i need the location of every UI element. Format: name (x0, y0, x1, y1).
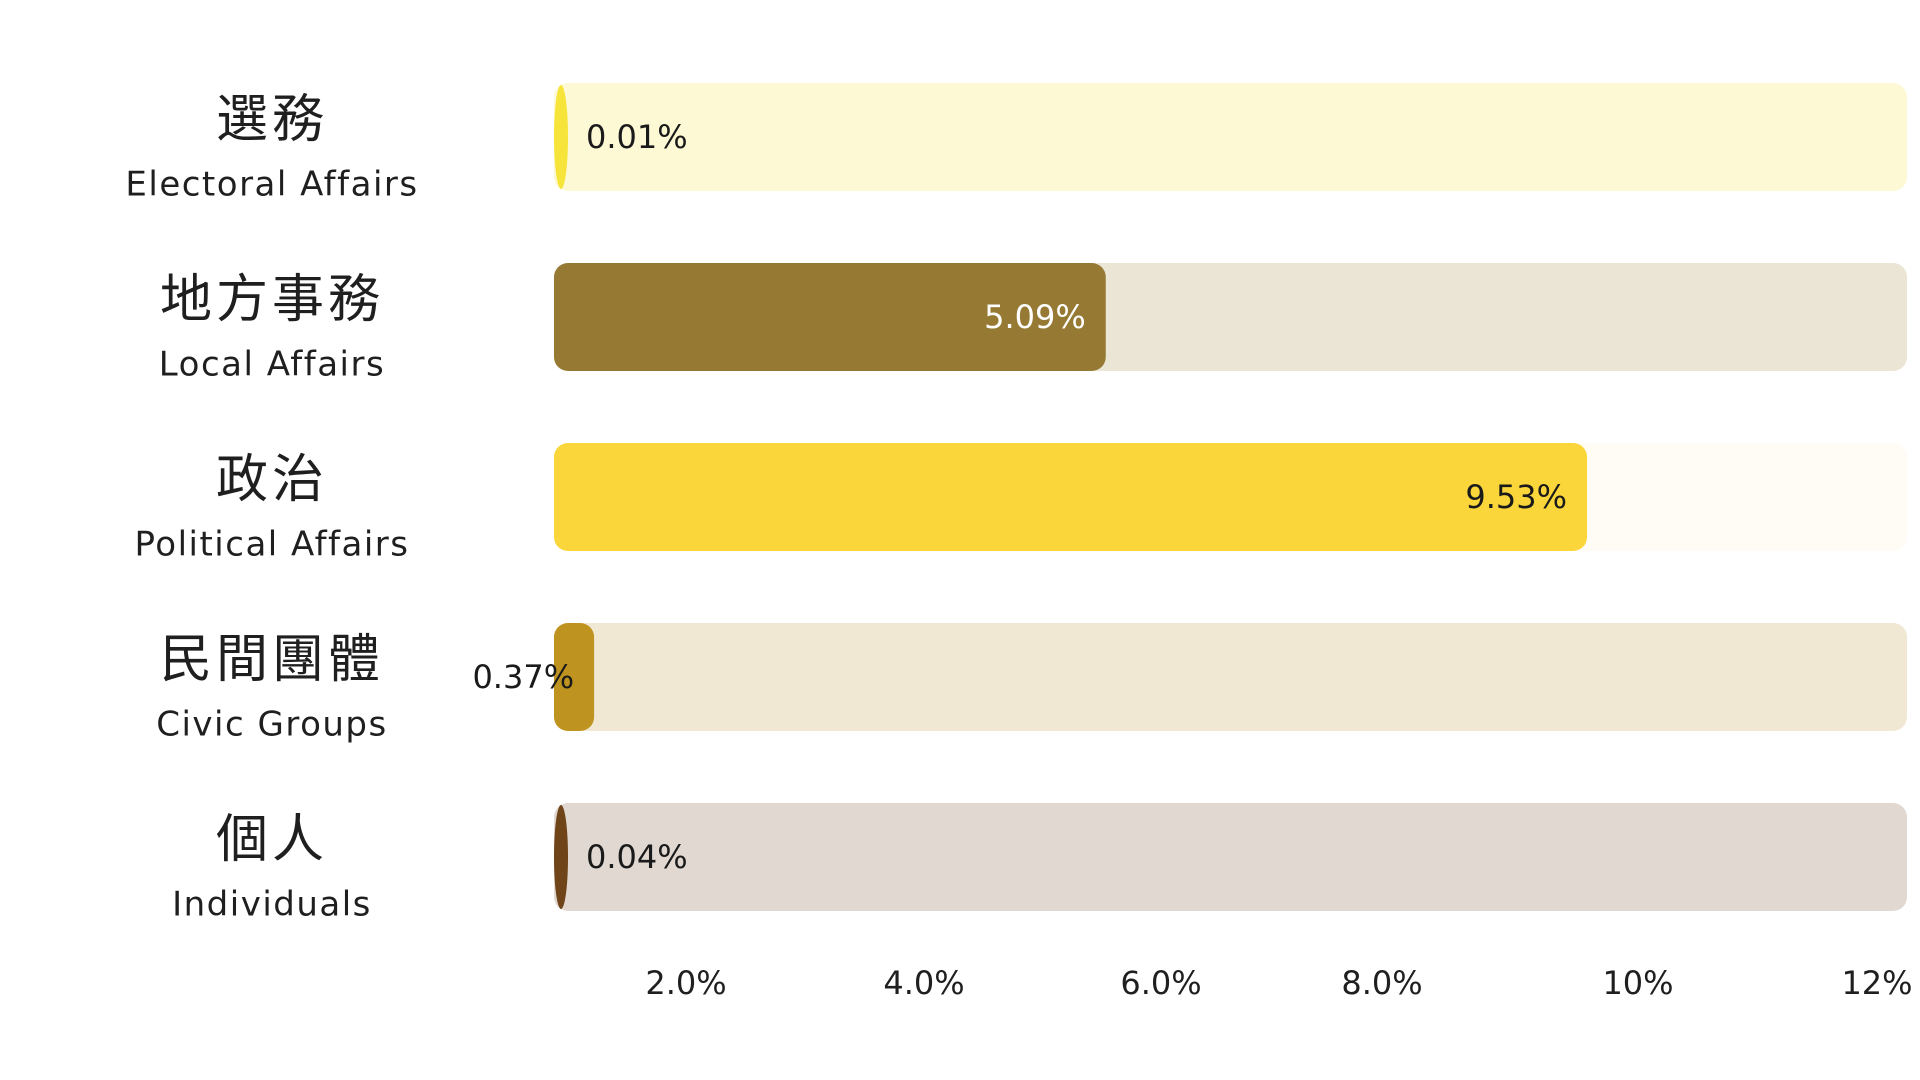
x-tick-label: 12% (1841, 964, 1912, 1002)
category-label-en: Political Affairs (134, 525, 409, 565)
category-label-zh: 政治 (216, 450, 328, 510)
x-axis: 2.0% 4.0% 6.0% 8.0% 10% 12% (645, 964, 1912, 1002)
value-label: 9.53% (1465, 478, 1567, 516)
x-tick-label: 10% (1602, 964, 1673, 1002)
x-tick-label: 8.0% (1341, 964, 1422, 1002)
value-label: 5.09% (984, 298, 1086, 336)
x-tick-label: 2.0% (645, 964, 726, 1002)
bar-track (554, 623, 1907, 731)
value-label: 0.37% (472, 658, 574, 696)
bar (554, 85, 568, 189)
category-label-zh: 地方事務 (160, 270, 384, 330)
value-label: 0.01% (586, 118, 688, 156)
category-label-zh: 個人 (216, 810, 328, 870)
bar-track (554, 803, 1907, 911)
bar-row: 地方事務 Local Affairs 5.09% (159, 263, 1907, 385)
category-label-en: Individuals (172, 885, 372, 925)
value-label: 0.04% (586, 838, 688, 876)
bar (554, 263, 1106, 371)
category-label-zh: 民間團體 (160, 630, 384, 690)
chart-rows: 選務 Electoral Affairs 0.01% 地方事務 Local Affair… (125, 83, 1907, 925)
bar-track (554, 83, 1907, 191)
bar-row: 民間團體 Civic Groups 0.37% (156, 623, 1907, 745)
category-label-en: Electoral Affairs (125, 165, 418, 205)
category-label-en: Civic Groups (156, 705, 387, 745)
x-tick-label: 6.0% (1120, 964, 1201, 1002)
bar-row: 個人 Individuals 0.04% (172, 803, 1907, 925)
category-label-en: Local Affairs (159, 345, 385, 385)
bar-row: 選務 Electoral Affairs 0.01% (125, 83, 1907, 205)
category-label-zh: 選務 (216, 90, 328, 150)
x-tick-label: 4.0% (883, 964, 964, 1002)
bar (554, 623, 595, 731)
bar (554, 805, 568, 909)
bar-row: 政治 Political Affairs 9.53% (134, 443, 1907, 565)
bar (554, 443, 1588, 551)
